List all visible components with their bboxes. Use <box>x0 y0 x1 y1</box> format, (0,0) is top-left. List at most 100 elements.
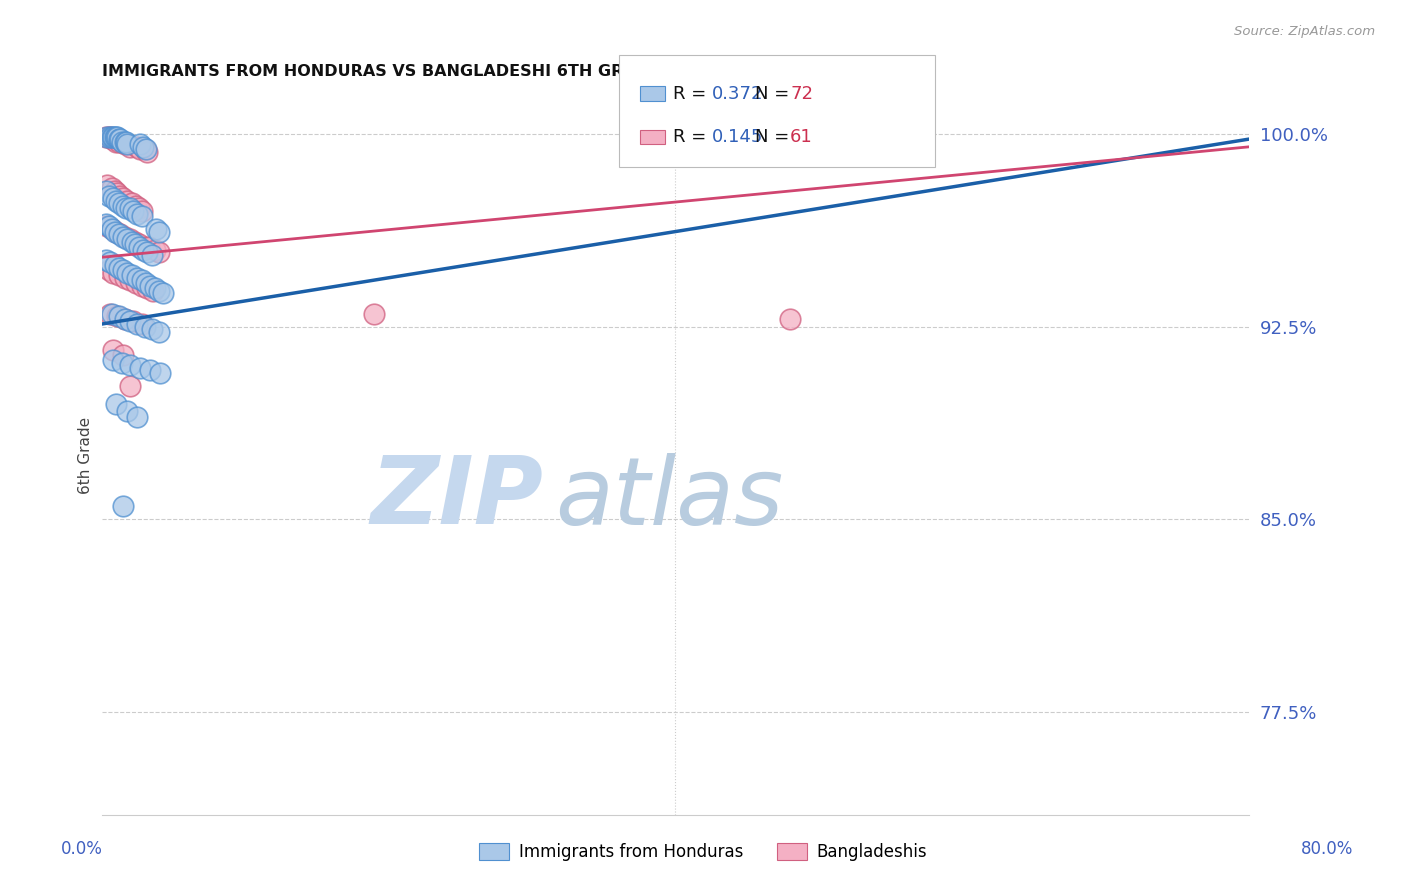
Point <box>104 194 127 208</box>
Point <box>112 229 135 244</box>
Point <box>114 312 136 326</box>
Point <box>103 184 125 198</box>
Point <box>143 243 166 257</box>
Point <box>127 409 149 424</box>
Text: ZIP: ZIP <box>370 452 543 544</box>
Point <box>100 222 122 236</box>
Point <box>98 129 121 144</box>
Point <box>114 312 136 326</box>
Text: atlas: atlas <box>555 452 783 544</box>
Point <box>131 317 153 331</box>
Point <box>148 225 170 239</box>
Point <box>96 219 118 234</box>
Point <box>120 140 142 154</box>
Point <box>134 143 156 157</box>
Point <box>100 222 122 236</box>
Point <box>98 129 121 144</box>
Point <box>114 229 136 244</box>
Point <box>124 235 146 249</box>
Point <box>132 243 155 257</box>
Legend: Immigrants from Honduras, Bangladeshis: Immigrants from Honduras, Bangladeshis <box>472 836 934 868</box>
Y-axis label: 6th Grade: 6th Grade <box>79 417 93 493</box>
Point <box>136 245 159 260</box>
Point <box>104 135 127 149</box>
Text: R =: R = <box>673 128 713 145</box>
Point <box>94 184 117 198</box>
Point <box>94 129 117 144</box>
Point <box>101 353 124 368</box>
Point <box>98 307 121 321</box>
Point <box>100 132 122 146</box>
Point <box>98 255 121 269</box>
Point <box>131 278 153 293</box>
Point <box>139 363 162 377</box>
Point <box>134 240 156 254</box>
Point <box>111 135 134 149</box>
Point <box>112 191 135 205</box>
Point <box>103 225 125 239</box>
Point <box>363 307 385 321</box>
Point <box>134 319 156 334</box>
Point <box>152 286 174 301</box>
Point <box>129 137 152 152</box>
Point <box>104 397 127 411</box>
Point <box>108 260 131 275</box>
Text: Source: ZipAtlas.com: Source: ZipAtlas.com <box>1234 25 1375 38</box>
Point <box>103 129 125 144</box>
Point <box>115 135 138 149</box>
Point <box>136 145 159 159</box>
Point <box>97 129 120 144</box>
Point <box>149 366 172 380</box>
Point <box>122 204 145 219</box>
Point <box>101 132 124 146</box>
Point <box>108 227 131 242</box>
Point <box>115 202 138 216</box>
Text: 0.372: 0.372 <box>711 85 763 103</box>
Point <box>128 237 150 252</box>
Point <box>108 268 131 283</box>
Point <box>117 137 139 152</box>
Point <box>103 258 125 272</box>
Point <box>779 312 801 326</box>
Text: IMMIGRANTS FROM HONDURAS VS BANGLADESHI 6TH GRADE CORRELATION CHART: IMMIGRANTS FROM HONDURAS VS BANGLADESHI … <box>101 64 858 79</box>
Point <box>120 358 142 372</box>
Point <box>145 222 167 236</box>
Point <box>124 237 146 252</box>
Text: 61: 61 <box>790 128 813 145</box>
Point <box>131 204 153 219</box>
Point <box>129 143 152 157</box>
Point <box>97 263 120 277</box>
Point <box>96 178 118 193</box>
Point <box>114 135 136 149</box>
Point <box>136 281 159 295</box>
Point <box>128 202 150 216</box>
Point <box>135 143 157 157</box>
Point <box>122 314 145 328</box>
Point <box>97 219 120 234</box>
Point <box>114 270 136 285</box>
Point <box>112 348 135 362</box>
Point <box>125 276 148 290</box>
Point <box>121 268 143 283</box>
Point <box>127 207 149 221</box>
Point <box>101 129 124 144</box>
Point <box>121 196 143 211</box>
Point <box>128 240 150 254</box>
Point <box>120 202 142 216</box>
Point <box>120 273 142 287</box>
Point <box>120 314 142 328</box>
Point <box>94 217 117 231</box>
Point <box>110 188 132 202</box>
Point <box>129 360 152 375</box>
Point <box>143 281 166 295</box>
Point <box>100 181 122 195</box>
Point <box>114 137 136 152</box>
Point <box>131 273 153 287</box>
Point <box>120 378 142 392</box>
Point <box>108 132 131 146</box>
Point <box>117 137 139 152</box>
Point <box>104 225 127 239</box>
Point <box>138 240 160 254</box>
Point <box>105 186 128 200</box>
Point <box>112 500 135 514</box>
